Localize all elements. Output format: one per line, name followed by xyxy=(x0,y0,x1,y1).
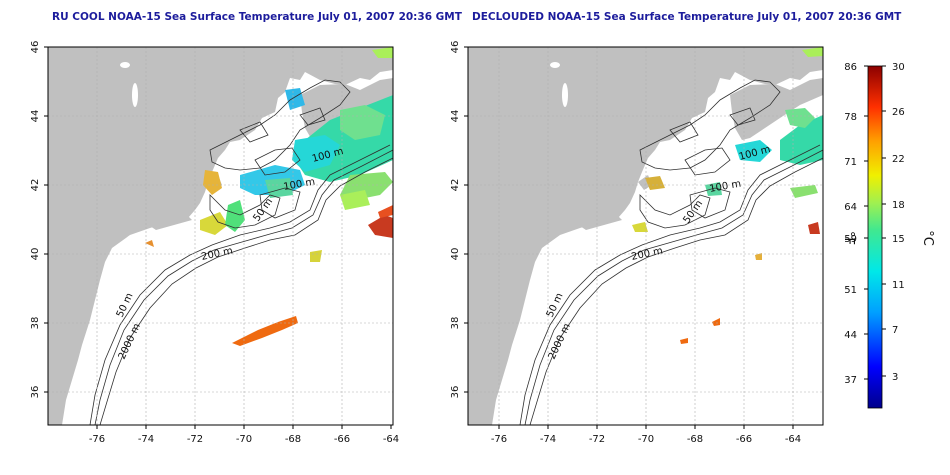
right-sst-map: 100 m 100 m 50 m 200 m 50 m 2000 m 36 38… xyxy=(450,41,824,445)
grid-lines xyxy=(468,47,823,425)
axis-ticks xyxy=(44,46,392,429)
y-tick-label: 38 xyxy=(450,317,461,330)
x-tick-label: -70 xyxy=(638,434,654,445)
fahrenheit-tick: 86 xyxy=(844,62,857,73)
y-tick-label: 46 xyxy=(450,41,461,54)
y-tick-label: 44 xyxy=(30,110,41,123)
lake xyxy=(132,83,138,107)
x-tick-label: -64 xyxy=(785,434,801,445)
fahrenheit-tick: 51 xyxy=(844,285,857,296)
fahrenheit-label: °F xyxy=(841,231,856,245)
fahrenheit-tick: 59 xyxy=(844,234,857,245)
bathymetry-contours xyxy=(89,79,393,425)
x-tick-label: -72 xyxy=(589,434,605,445)
x-tick-label: -66 xyxy=(334,434,350,445)
fahrenheit-tick: 64 xyxy=(844,202,857,213)
x-tick-label: -66 xyxy=(736,434,752,445)
y-tick-label: 36 xyxy=(450,386,461,399)
x-tick-label: -74 xyxy=(138,434,154,445)
x-tick-label: -68 xyxy=(285,434,301,445)
right-map-title: DECLOUDED NOAA-15 Sea Surface Temperatur… xyxy=(472,11,902,23)
lake xyxy=(550,62,560,68)
temperature-colorbar: 86 78 71 64 59 51 44 37 30 26 22 18 15 1… xyxy=(841,62,935,409)
y-tick-label: 46 xyxy=(30,41,41,54)
celsius-label: °C xyxy=(920,230,935,246)
axis-ticks xyxy=(464,46,794,429)
celsius-tick: 7 xyxy=(892,325,898,336)
y-tick-label: 40 xyxy=(30,248,41,261)
y-tick-label: 40 xyxy=(450,248,461,261)
celsius-tick: 30 xyxy=(892,62,905,73)
celsius-tick: 3 xyxy=(892,372,898,383)
left-map-title: RU COOL NOAA-15 Sea Surface Temperature … xyxy=(52,11,462,23)
colorbar-gradient xyxy=(867,65,883,409)
fahrenheit-tick: 44 xyxy=(844,330,857,341)
lake xyxy=(562,83,568,107)
x-tick-label: -68 xyxy=(687,434,703,445)
x-tick-label: -64 xyxy=(383,434,399,445)
celsius-tick: 26 xyxy=(892,107,905,118)
celsius-tick: 18 xyxy=(892,200,905,211)
fahrenheit-tick: 37 xyxy=(844,375,857,386)
x-tick-label: -76 xyxy=(491,434,507,445)
left-sst-map: 100 m 100 m 50 m 200 m 50 m 2000 m 36 38… xyxy=(30,41,399,445)
bathymetry-contours xyxy=(519,79,823,425)
y-tick-label: 44 xyxy=(450,110,461,123)
x-tick-label: -70 xyxy=(236,434,252,445)
map-frame xyxy=(47,46,394,426)
land-long-island xyxy=(150,216,192,230)
y-tick-label: 36 xyxy=(30,386,41,399)
y-tick-label: 38 xyxy=(30,317,41,330)
land-nova-scotia xyxy=(730,78,823,140)
contour-label: 100 m xyxy=(283,177,316,193)
land-long-island xyxy=(580,216,622,230)
celsius-tick: 22 xyxy=(892,154,905,165)
y-tick-label: 42 xyxy=(30,179,41,192)
celsius-tick: 15 xyxy=(892,234,905,245)
contour-label: 100 m xyxy=(709,179,742,195)
land-mass xyxy=(468,47,823,425)
y-tick-label: 42 xyxy=(450,179,461,192)
x-tick-label: -74 xyxy=(540,434,556,445)
fahrenheit-tick: 78 xyxy=(844,112,857,123)
x-tick-label: -72 xyxy=(187,434,203,445)
fahrenheit-tick: 71 xyxy=(844,157,857,168)
x-tick-label: -76 xyxy=(89,434,105,445)
grid-lines xyxy=(48,47,393,425)
celsius-tick: 11 xyxy=(892,280,905,291)
lake xyxy=(120,62,130,68)
land-mass xyxy=(48,47,393,425)
